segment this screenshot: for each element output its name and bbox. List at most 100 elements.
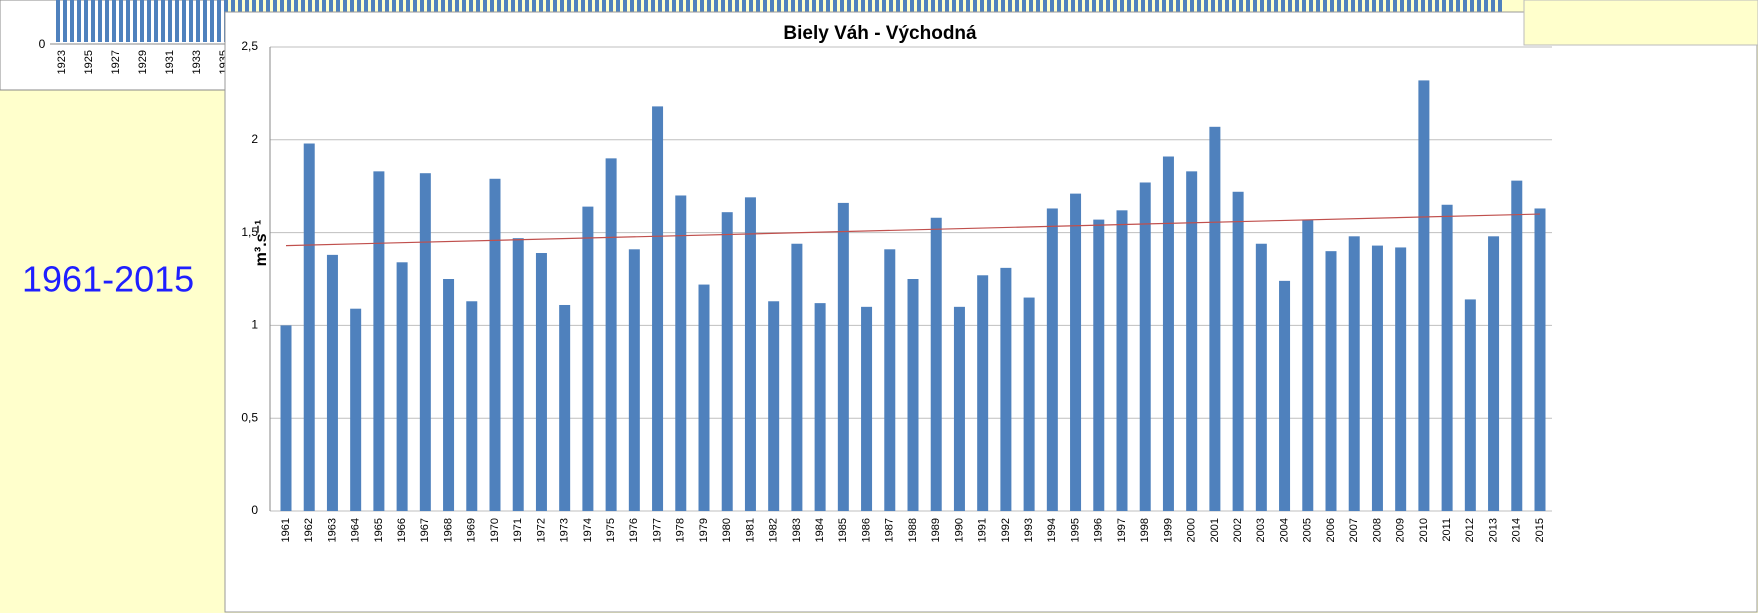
x-tick-label: 1966	[396, 518, 408, 542]
bar	[373, 171, 385, 512]
background-x-tick-label: 1929	[137, 50, 149, 74]
x-tick-label: 2001	[1209, 518, 1221, 542]
x-tick-label: 1977	[651, 518, 663, 542]
bar	[512, 238, 524, 511]
bar	[837, 202, 849, 512]
y-tick-label: 1,5	[241, 225, 258, 239]
bar	[675, 195, 687, 512]
x-tick-label: 2013	[1487, 518, 1499, 542]
y-tick-label: 0	[251, 503, 258, 517]
x-tick-label: 1982	[768, 518, 780, 542]
bar	[953, 306, 965, 511]
bar	[768, 301, 780, 511]
x-tick-label: 2012	[1464, 518, 1476, 542]
x-tick-label: 2005	[1302, 518, 1314, 542]
period-label: 1961-2015	[22, 259, 194, 300]
bar	[1139, 182, 1151, 511]
x-tick-label: 1985	[837, 518, 849, 542]
x-tick-label: 1972	[535, 518, 547, 542]
trend-line	[285, 213, 1541, 247]
bar	[652, 106, 664, 511]
bar	[1488, 236, 1500, 511]
x-tick-label: 1994	[1046, 518, 1058, 542]
x-tick-label: 1992	[1000, 518, 1012, 542]
x-tick-label: 2000	[1186, 518, 1198, 542]
bar	[1441, 204, 1453, 511]
x-tick-label: 2004	[1278, 518, 1290, 542]
y-tick-label: 2	[251, 132, 258, 146]
x-tick-label: 1978	[675, 518, 687, 542]
x-tick-label: 2003	[1255, 518, 1267, 542]
x-tick-label: 1976	[628, 518, 640, 542]
x-tick-label: 1984	[814, 518, 826, 542]
x-tick-label: 1967	[419, 518, 431, 542]
bar	[326, 254, 338, 511]
x-tick-label: 1979	[698, 518, 710, 542]
x-tick-label: 1999	[1162, 518, 1174, 542]
bar	[443, 279, 455, 511]
bar	[396, 262, 408, 511]
x-tick-label: 1968	[442, 518, 454, 542]
x-tick-label: 1995	[1069, 518, 1081, 542]
chart-frame	[224, 11, 1758, 613]
x-tick-label: 1980	[721, 518, 733, 542]
x-tick-label: 1973	[559, 518, 571, 542]
x-tick-label: 2007	[1348, 518, 1360, 542]
x-tick-label: 1961	[280, 518, 292, 542]
x-tick-label: 1962	[303, 518, 315, 542]
bar	[303, 143, 315, 511]
x-tick-label: 1969	[466, 518, 478, 542]
bar	[884, 249, 896, 511]
background-x-tick-label: 1925	[83, 50, 95, 74]
x-tick-label: 1986	[860, 518, 872, 542]
bar	[1395, 247, 1407, 511]
bar	[466, 301, 478, 511]
background-x-tick-label: 1931	[164, 50, 176, 74]
bar	[1302, 219, 1314, 511]
background-x-tick-label: 1933	[191, 50, 203, 74]
x-tick-label: 1975	[605, 518, 617, 542]
x-tick-label: 1989	[930, 518, 942, 542]
bar	[1232, 191, 1244, 511]
bar	[814, 303, 826, 511]
bar	[582, 206, 594, 511]
x-tick-label: 2011	[1441, 518, 1453, 542]
y-axis-label: m³.s⁻¹	[253, 220, 270, 267]
bar	[721, 212, 733, 511]
x-tick-label: 2010	[1418, 518, 1430, 542]
x-tick-label: 1971	[512, 518, 524, 542]
bar	[1325, 251, 1337, 511]
bar	[1371, 245, 1383, 512]
background-x-tick-label: 1927	[110, 50, 122, 74]
x-tick-label: 1965	[373, 518, 385, 542]
y-tick-label: 2,5	[241, 39, 258, 53]
y-tick-label: 0,5	[241, 410, 258, 424]
x-tick-label: 1997	[1116, 518, 1128, 542]
bar	[744, 197, 756, 511]
background-x-tick-label: 1923	[56, 50, 68, 74]
bar	[1418, 80, 1430, 512]
x-tick-label: 2002	[1232, 518, 1244, 542]
x-tick-label: 2015	[1534, 518, 1546, 542]
x-tick-label: 1993	[1023, 518, 1035, 542]
x-tick-label: 1988	[907, 518, 919, 542]
x-tick-label: 1990	[953, 518, 965, 542]
bar	[1348, 236, 1360, 511]
bar	[628, 249, 640, 511]
x-tick-label: 1974	[582, 518, 594, 542]
x-tick-label: 1981	[744, 518, 756, 542]
bar	[1279, 280, 1291, 511]
bar	[605, 158, 617, 512]
bar	[1116, 210, 1128, 511]
x-tick-label: 1991	[977, 518, 989, 542]
bar	[1255, 243, 1267, 511]
x-tick-label: 1996	[1093, 518, 1105, 542]
bar	[1464, 299, 1476, 511]
bar	[977, 275, 989, 511]
bar	[1070, 193, 1082, 511]
x-tick-label: 1970	[489, 518, 501, 542]
bar	[1534, 208, 1546, 512]
bar	[559, 304, 571, 511]
top-right-box	[1523, 0, 1758, 46]
